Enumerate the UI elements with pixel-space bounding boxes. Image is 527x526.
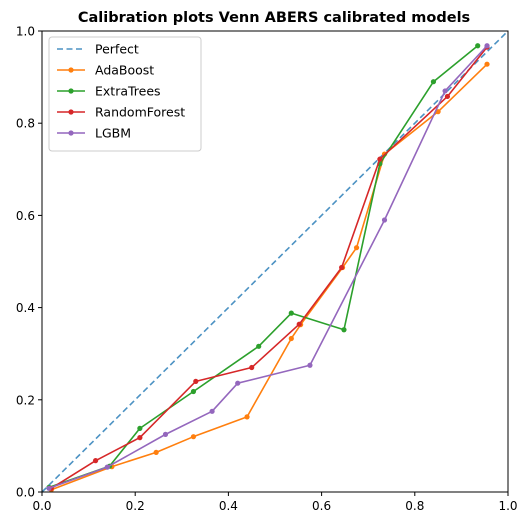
data-point	[190, 434, 197, 440]
data-point	[193, 378, 199, 384]
y-tick-label: 1.0	[16, 25, 35, 39]
x-tick-label: 0.0	[32, 499, 51, 513]
data-point	[137, 435, 143, 441]
legend-marker	[68, 67, 74, 73]
series-line	[48, 45, 479, 489]
data-point	[104, 464, 110, 470]
legend-item-lgbm: LGBM	[57, 126, 131, 141]
data-point	[153, 449, 159, 455]
y-tick-label: 0.2	[16, 393, 35, 407]
data-point	[190, 388, 197, 395]
legend-label: ExtraTrees	[95, 84, 161, 99]
series-lgbm	[46, 43, 490, 491]
y-tick-label: 0.8	[16, 117, 35, 131]
data-point	[339, 264, 345, 271]
plot-area	[41, 30, 509, 493]
x-axis: 0.0 0.2 0.4 0.6 0.8 1.0	[32, 492, 518, 513]
data-point	[484, 43, 490, 49]
data-point	[296, 321, 302, 327]
data-point	[137, 425, 143, 431]
x-tick-label: 0.4	[219, 499, 238, 513]
data-point	[475, 43, 481, 49]
legend-marker	[68, 109, 74, 115]
series-line	[41, 30, 509, 493]
data-point	[442, 88, 448, 94]
data-point	[381, 217, 388, 223]
x-tick-label: 0.8	[405, 499, 424, 513]
chart-title: Calibration plots Venn ABERS calibrated …	[78, 10, 470, 26]
legend-marker	[68, 88, 74, 94]
data-point	[209, 408, 215, 414]
y-tick-label: 0.0	[16, 486, 35, 500]
legend-item-extratrees: ExtraTrees	[57, 84, 161, 99]
x-tick-label: 1.0	[498, 499, 517, 513]
data-point	[377, 156, 383, 162]
plot-frame	[41, 30, 509, 493]
data-point	[484, 61, 490, 67]
data-point	[341, 327, 347, 333]
data-point	[249, 364, 255, 371]
x-tick-label: 0.2	[126, 499, 145, 513]
data-point	[256, 343, 262, 349]
data-point	[288, 310, 294, 316]
legend-frame	[48, 36, 202, 152]
data-point	[307, 362, 313, 368]
data-point	[244, 414, 250, 420]
legend-label: Perfect	[95, 42, 139, 57]
legend-marker	[68, 130, 74, 136]
legend-label: LGBM	[95, 126, 131, 141]
data-point	[288, 335, 294, 342]
data-point	[444, 93, 451, 100]
data-point	[430, 79, 437, 85]
legend-item-perfect: Perfect	[57, 42, 139, 57]
y-axis: 0.0 0.2 0.4 0.6 0.8 1.0	[16, 25, 42, 500]
data-point	[235, 380, 241, 386]
legend: Perfect AdaBoost ExtraTrees RandomForest LGB…	[48, 36, 202, 152]
legend-item-randomforest: RandomForest	[57, 105, 185, 120]
legend-item-adaboost: AdaBoost	[57, 63, 154, 78]
data-point	[353, 245, 360, 251]
data-point	[92, 458, 99, 464]
series-line	[50, 46, 488, 489]
legend-label: AdaBoost	[95, 63, 154, 78]
legend-label: RandomForest	[95, 105, 185, 120]
series-perfect	[41, 30, 509, 493]
y-tick-label: 0.4	[16, 301, 35, 315]
data-point	[162, 431, 169, 437]
y-tick-label: 0.6	[16, 209, 35, 223]
x-tick-label: 0.6	[312, 499, 331, 513]
data-point	[46, 485, 52, 491]
